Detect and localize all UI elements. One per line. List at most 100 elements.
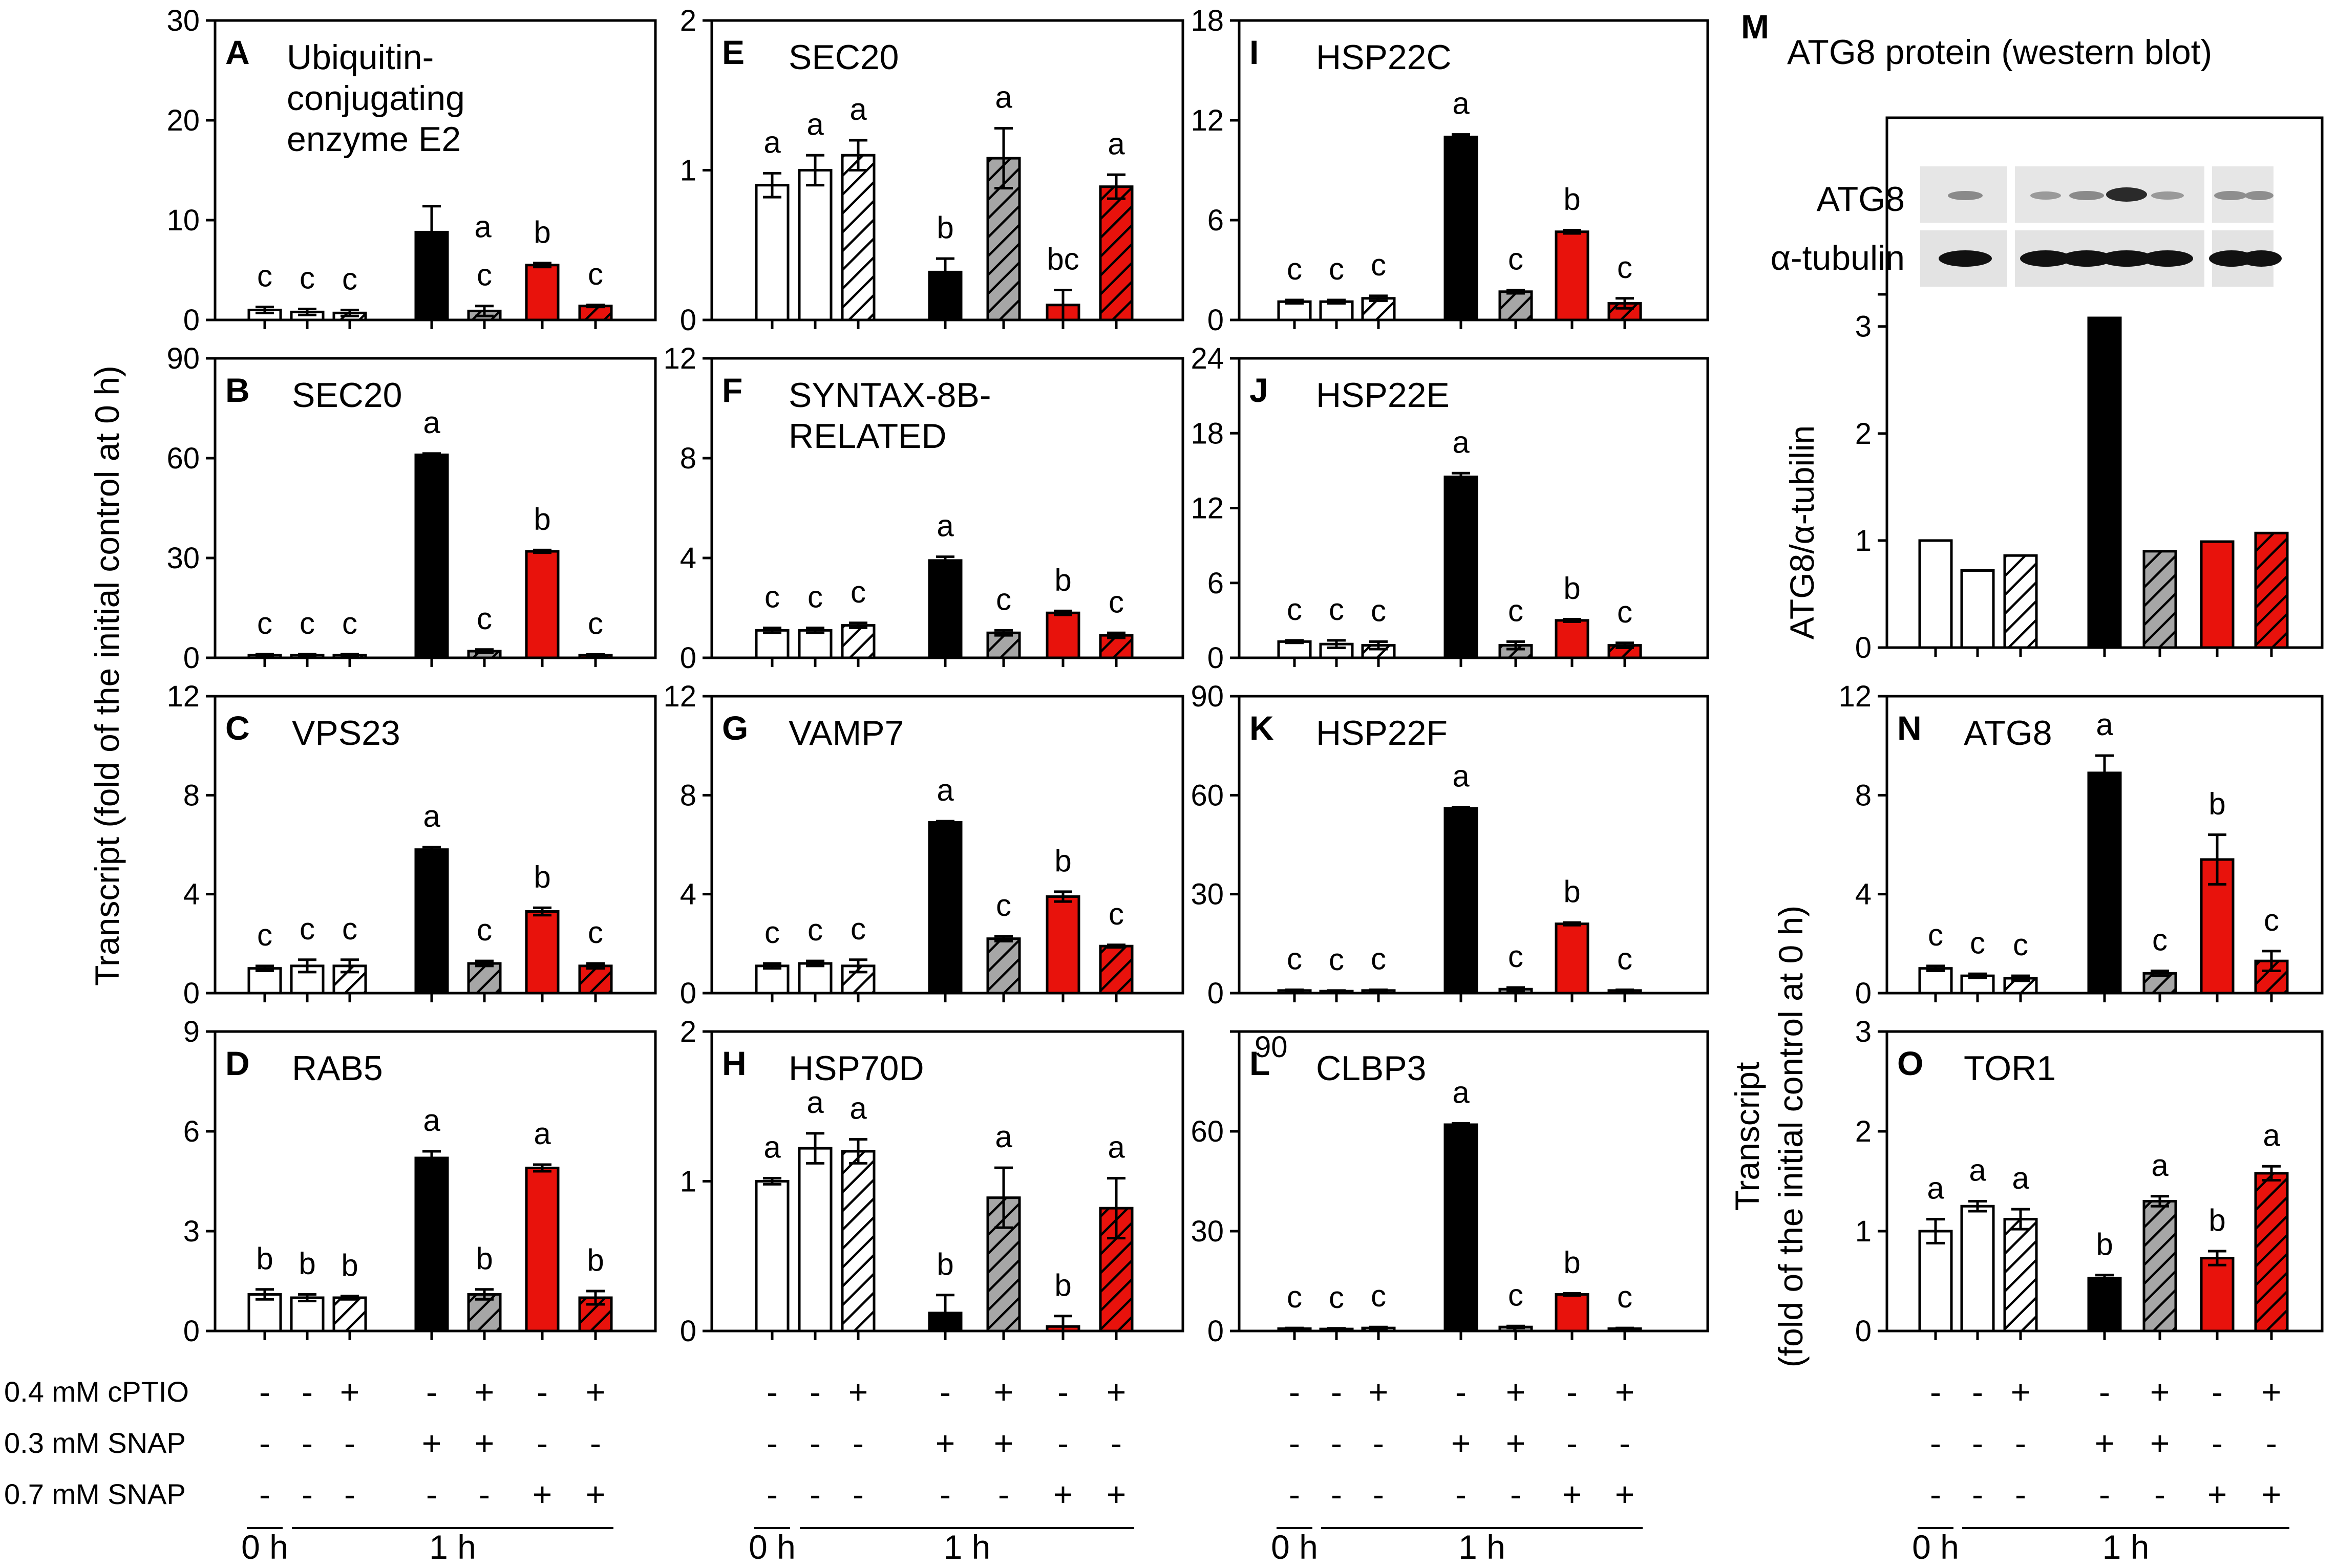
bar-group: c bbox=[986, 888, 1021, 995]
significance-letter: c bbox=[588, 915, 603, 950]
significance-letter: c bbox=[1329, 252, 1344, 286]
significance-letter: c bbox=[588, 607, 603, 641]
bar bbox=[1918, 1230, 1953, 1333]
bar-group: c bbox=[467, 913, 502, 995]
bar-group: b bbox=[578, 1243, 613, 1333]
bar bbox=[928, 559, 963, 659]
bar-group: c bbox=[798, 913, 833, 995]
significance-letter: a bbox=[849, 1091, 867, 1126]
bar-group: c bbox=[247, 918, 282, 995]
condition-mark: - bbox=[767, 1373, 778, 1411]
bar-group: c bbox=[1319, 942, 1354, 995]
bar-group: c bbox=[1607, 1280, 1642, 1333]
condition-mark: + bbox=[994, 1424, 1014, 1462]
bar-group: c bbox=[841, 575, 876, 659]
y-tick-label: 0 bbox=[183, 977, 200, 1010]
significance-letter: c bbox=[342, 606, 357, 640]
bar-group: c bbox=[578, 607, 613, 659]
bar bbox=[2087, 316, 2122, 649]
significance-letter: c bbox=[477, 602, 492, 636]
bar-group: b bbox=[1555, 182, 1589, 321]
bar-group: a bbox=[1099, 126, 1134, 321]
panel-title: enzyme E2 bbox=[287, 120, 461, 159]
condition-mark: + bbox=[1615, 1475, 1635, 1513]
bar-group: b bbox=[1555, 571, 1589, 659]
significance-letter: a bbox=[849, 92, 867, 126]
bar-group: c bbox=[1319, 1280, 1354, 1333]
condition-mark: - bbox=[590, 1424, 601, 1462]
bar-group: a bbox=[755, 125, 790, 321]
panel-title: Ubiquitin- bbox=[287, 38, 434, 77]
bar-group: c bbox=[290, 606, 325, 659]
significance-letter: c bbox=[1508, 1278, 1523, 1312]
condition-mark: + bbox=[994, 1373, 1014, 1411]
condition-mark: + bbox=[2095, 1424, 2115, 1462]
bar-group: b bbox=[247, 1241, 282, 1333]
bar bbox=[798, 629, 833, 659]
tubulin-band bbox=[2100, 250, 2153, 267]
condition-mark: + bbox=[2150, 1424, 2170, 1462]
significance-letter: c bbox=[257, 918, 272, 952]
condition-mark: - bbox=[302, 1373, 313, 1411]
significance-letter: c bbox=[1287, 252, 1302, 286]
condition-mark: - bbox=[1972, 1373, 1983, 1411]
significance-letter: c bbox=[300, 912, 315, 946]
bar bbox=[414, 848, 449, 995]
bar-group: c bbox=[1277, 942, 1312, 995]
bar-group: c bbox=[332, 606, 367, 659]
y-tick-label: 2 bbox=[680, 4, 696, 37]
bar bbox=[414, 1156, 449, 1333]
bar-group: a bbox=[1443, 87, 1478, 321]
y-tick-label: 12 bbox=[663, 680, 696, 713]
significance-letter: c bbox=[342, 912, 357, 946]
y-tick-label: 90 bbox=[1191, 680, 1224, 713]
bar-group: b bbox=[290, 1247, 325, 1333]
bar bbox=[755, 184, 790, 321]
condition-mark: - bbox=[479, 1475, 490, 1513]
bar bbox=[1099, 944, 1134, 995]
bar-group: c bbox=[755, 580, 790, 659]
bar bbox=[841, 624, 876, 659]
bar bbox=[1555, 230, 1589, 321]
bar-group bbox=[2142, 550, 2177, 649]
condition-label: 0.3 mM SNAP bbox=[4, 1427, 186, 1459]
y-tick-label: 30 bbox=[166, 4, 200, 37]
significance-letter: a bbox=[1927, 1171, 1944, 1206]
y-tick-label: 12 bbox=[663, 342, 696, 375]
significance-letter: b bbox=[534, 215, 550, 249]
significance-letter: a bbox=[2263, 1118, 2280, 1152]
y-tick-label: 30 bbox=[1191, 878, 1224, 911]
y-tick-label: 1 bbox=[680, 1165, 696, 1198]
y-axis-label-right-line2: (fold of the initial control at 0 h) bbox=[1772, 906, 1810, 1367]
y-tick-label: 0 bbox=[1855, 977, 1872, 1010]
condition-mark: + bbox=[586, 1475, 606, 1513]
significance-letter: c bbox=[764, 580, 780, 614]
significance-letter: c bbox=[1287, 1280, 1302, 1314]
bar bbox=[525, 550, 560, 659]
bar bbox=[1046, 611, 1080, 659]
significance-letter: a bbox=[937, 773, 954, 807]
bar-group: c bbox=[1319, 592, 1354, 659]
y-tick-label: 0 bbox=[680, 1315, 696, 1348]
significance-letter: a bbox=[2151, 1148, 2169, 1183]
significance-letter: c bbox=[1617, 1280, 1632, 1314]
condition-mark: - bbox=[1930, 1424, 1941, 1462]
bar-group: b bbox=[1046, 1268, 1080, 1333]
significance-letter: c bbox=[1329, 1280, 1344, 1315]
panel-title: ATG8 bbox=[1964, 714, 2052, 753]
significance-letter: c bbox=[1617, 250, 1632, 285]
bar-group: a bbox=[1443, 1075, 1478, 1333]
significance-letter: a bbox=[806, 107, 824, 141]
bar-group: a bbox=[986, 80, 1021, 321]
condition-mark: + bbox=[422, 1424, 442, 1462]
significance-letter: c bbox=[851, 912, 866, 946]
bar bbox=[2254, 1172, 2289, 1333]
bar-group: a bbox=[798, 107, 833, 321]
y-tick-label: 8 bbox=[183, 779, 200, 812]
panel-title: SEC20 bbox=[292, 376, 402, 415]
y-tick-label: 3 bbox=[183, 1215, 200, 1248]
